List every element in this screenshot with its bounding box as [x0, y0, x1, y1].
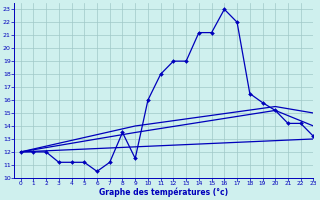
- X-axis label: Graphe des températures (°c): Graphe des températures (°c): [99, 188, 228, 197]
